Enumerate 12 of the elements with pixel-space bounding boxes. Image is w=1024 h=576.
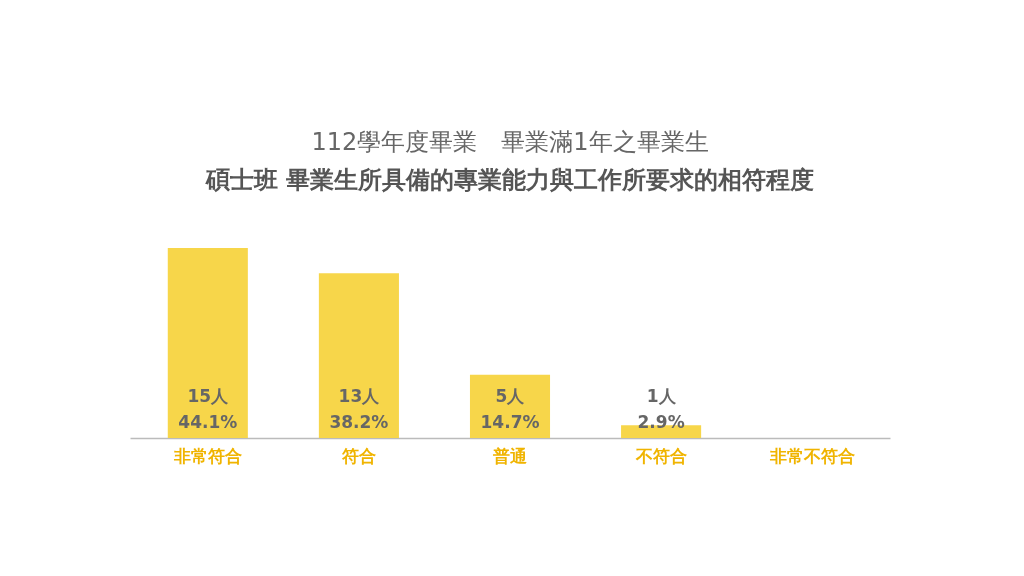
bar (318, 273, 399, 438)
x-tick-label: 非常符合 (172, 445, 242, 466)
x-tick-label: 普通 (492, 445, 527, 466)
x-tick-label: 不符合 (634, 445, 687, 466)
bar (167, 248, 248, 438)
x-tick-label: 符合 (340, 445, 376, 466)
chart-title: 112學年度畢業 畢業滿1年之畢業生 (311, 128, 709, 156)
chart-subtitle: 碩士班 畢業生所具備的專業能力與工作所要求的相符程度 (204, 166, 815, 194)
data-label: 15人 44.1% (178, 386, 238, 432)
data-label: 13人 38.2% (329, 386, 389, 432)
data-label: 5人 14.7% (480, 386, 540, 432)
x-tick-label: 非常不符合 (768, 445, 855, 466)
